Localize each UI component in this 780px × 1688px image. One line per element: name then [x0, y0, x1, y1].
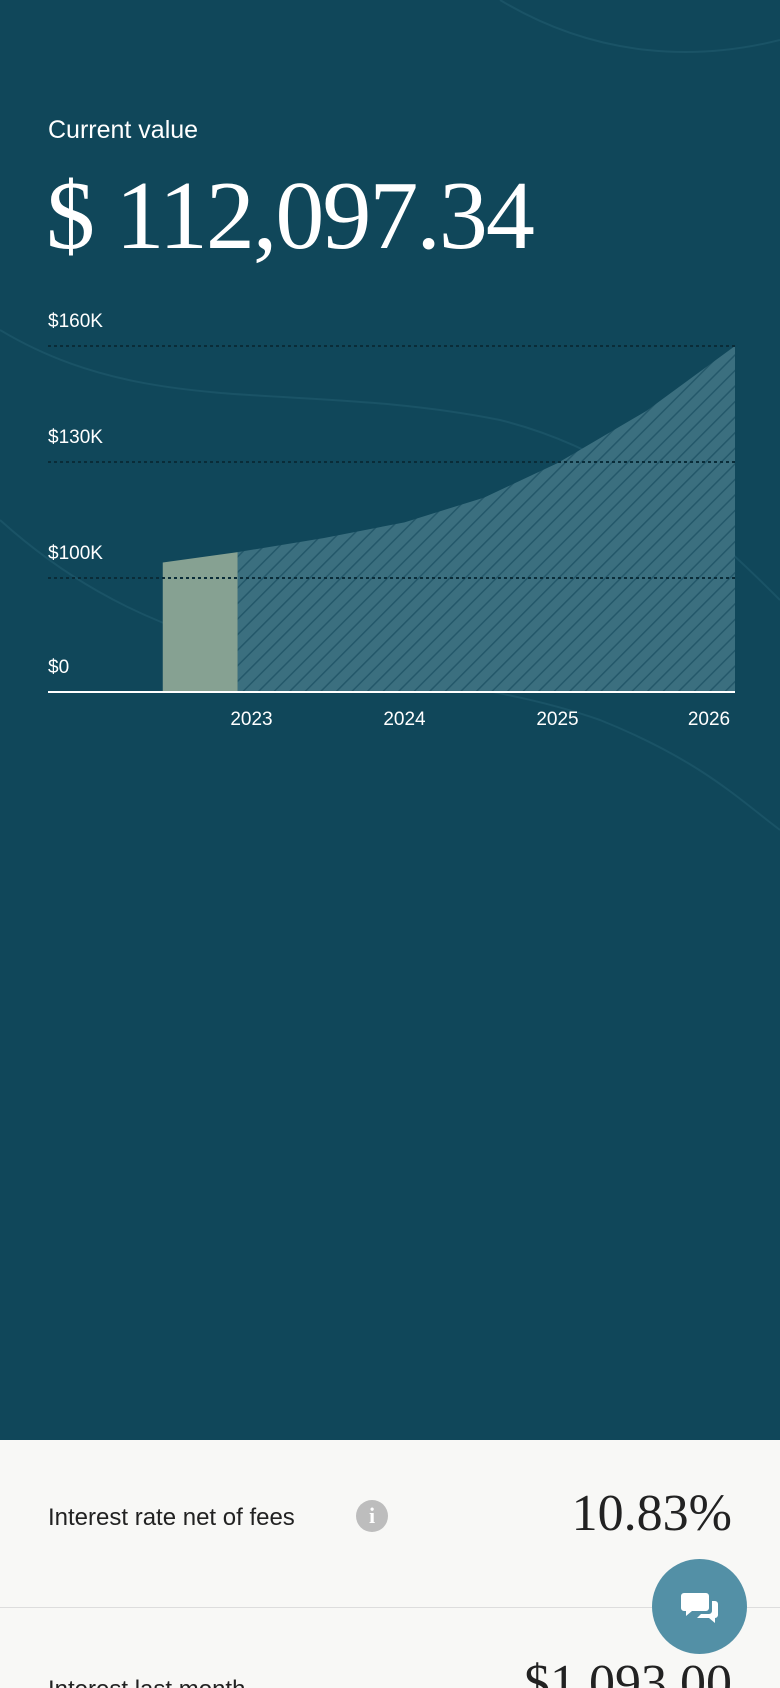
stat-row: Interest last month $1,093.00 — [48, 1655, 732, 1688]
divider — [0, 1607, 780, 1608]
y-tick-label: $160K — [48, 311, 103, 332]
stat-label: Interest last month — [48, 1676, 245, 1688]
x-tick-label: 2024 — [383, 709, 426, 730]
info-icon[interactable]: i — [356, 1500, 388, 1532]
stat-label: Interest rate net of fees — [48, 1504, 295, 1531]
y-tick-label: $0 — [48, 657, 69, 678]
chat-icon — [681, 1593, 718, 1623]
summary-panel: Current value $ 112,097.34 $0 $100K $130K $… — [0, 0, 780, 831]
stat-value: $1,093.00 — [524, 1655, 732, 1688]
stat-value: 10.83% — [571, 1485, 732, 1542]
stat-row: Interest rate net of fees i 10.83% — [48, 1480, 732, 1560]
x-tick-label: 2026 — [688, 709, 730, 730]
area — [162, 552, 238, 692]
chat-button[interactable] — [652, 1559, 747, 1654]
x-tick-label: 2023 — [230, 709, 272, 730]
current-value-label: Current value — [48, 116, 199, 144]
y-tick-label: $100K — [48, 543, 103, 564]
stats-panel: Interest rate net of fees i 10.83% Inter… — [0, 1440, 780, 1688]
chart: $0 $100K $130K $160K 2023 2024 2025 2026 — [48, 311, 736, 730]
x-tick-label: 2025 — [536, 709, 578, 730]
current-value: $ 112,097.34 — [46, 162, 535, 270]
y-tick-label: $130K — [48, 427, 103, 448]
area — [237, 346, 736, 692]
